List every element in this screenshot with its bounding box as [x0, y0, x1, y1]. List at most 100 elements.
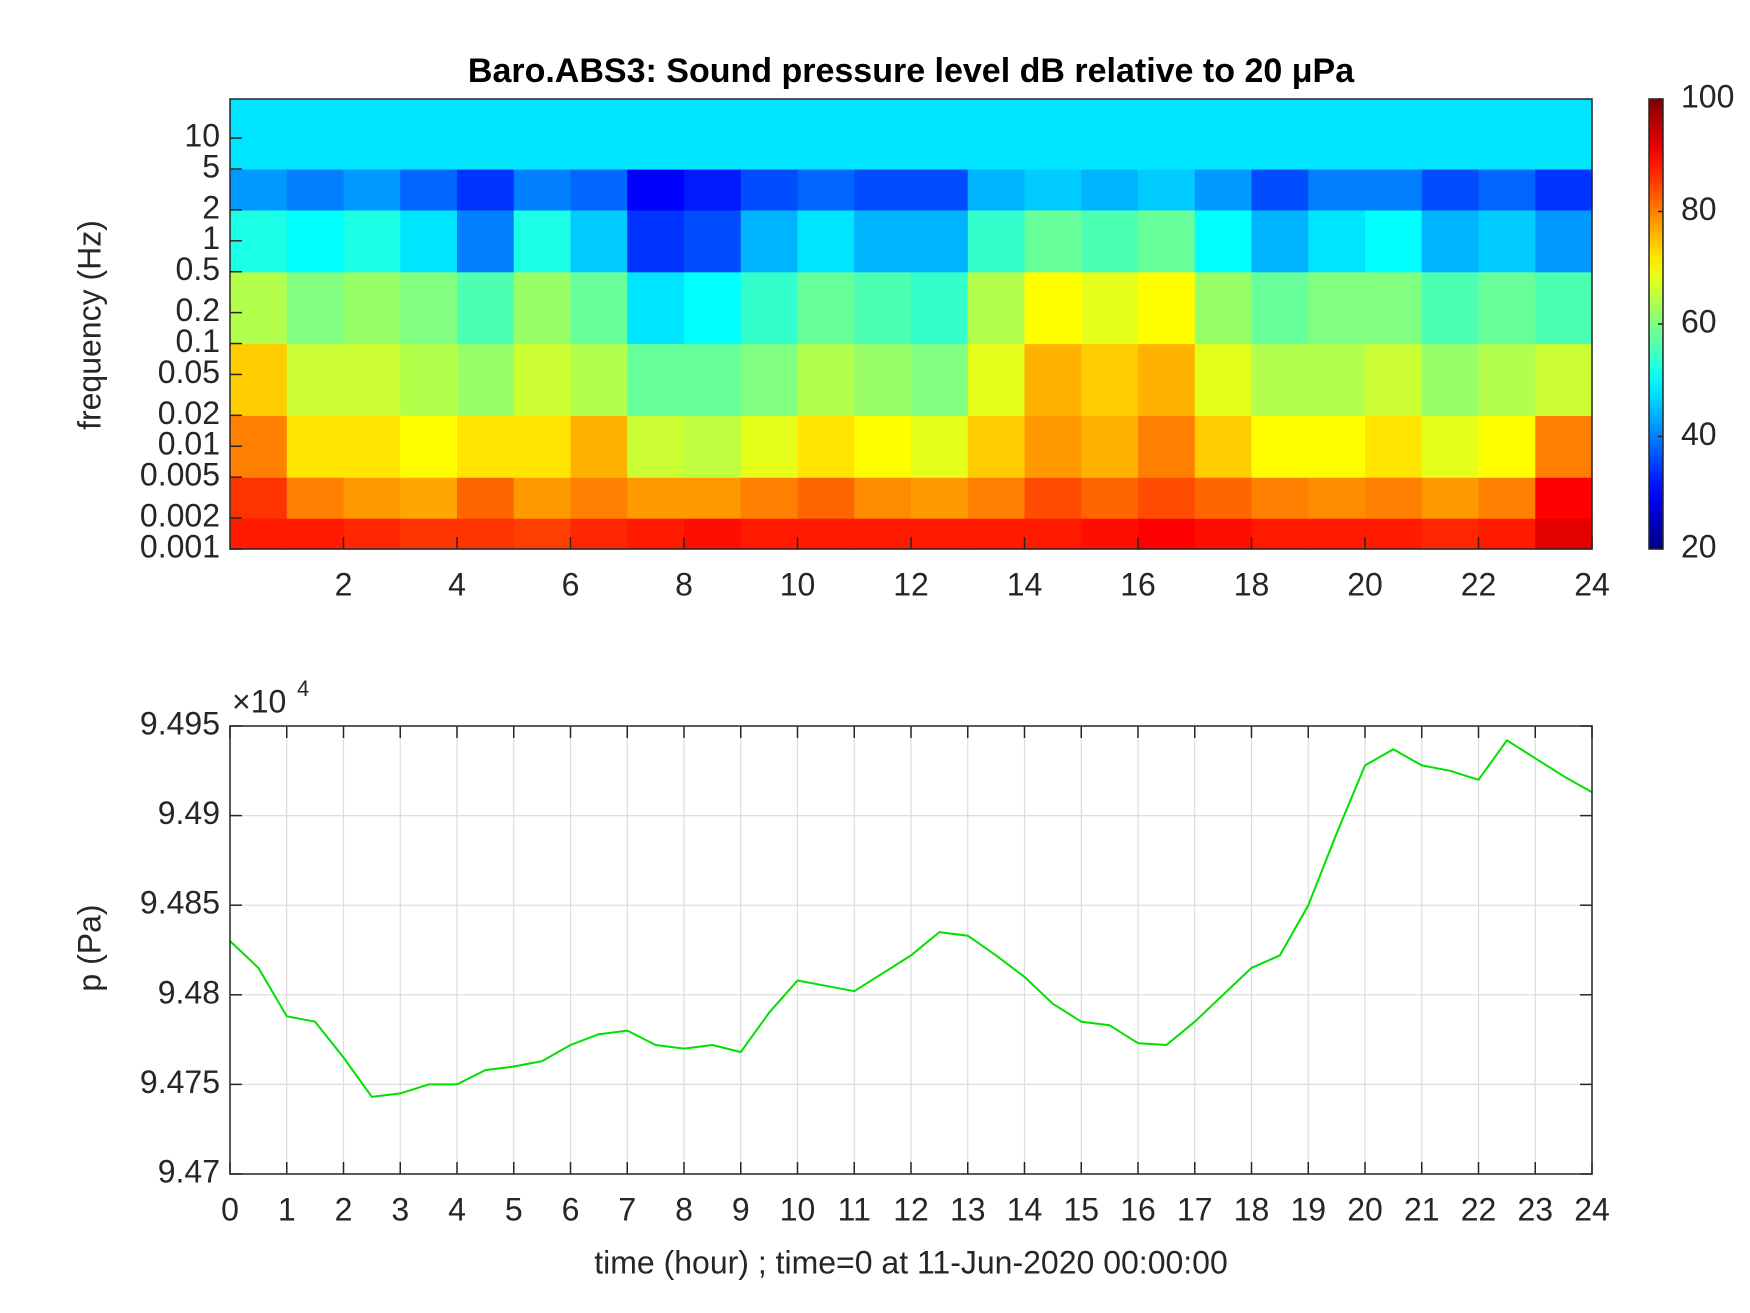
- heatmap-cell: [1081, 518, 1139, 550]
- x-tick-label: 19: [1290, 1191, 1326, 1227]
- heatmap-cell: [1421, 343, 1480, 416]
- heatmap-cell: [400, 168, 458, 211]
- heatmap-cell: [1535, 477, 1593, 519]
- heatmap-cell: [1308, 415, 1366, 478]
- heatmap-cell: [1194, 343, 1253, 416]
- heatmap-cell: [513, 99, 572, 170]
- heatmap-cell: [230, 168, 288, 211]
- heatmap-cell: [684, 518, 742, 550]
- x-tick-label: 6: [562, 1191, 580, 1227]
- y-tick-label: 9.495: [140, 705, 220, 741]
- heatmap-cell: [1138, 518, 1196, 550]
- heatmap-cell: [343, 99, 401, 170]
- heatmap-cell: [1081, 415, 1139, 478]
- heatmap-cell: [343, 415, 401, 478]
- y-tick-label: 2: [202, 189, 220, 225]
- heatmap-cell: [1535, 415, 1593, 478]
- y-tick-label: 0.002: [140, 498, 220, 534]
- heatmap-cell: [1251, 168, 1309, 211]
- heatmap-cell: [797, 271, 855, 345]
- heatmap-cell: [797, 99, 855, 170]
- heatmap-cell: [230, 343, 288, 416]
- x-tick-label: 20: [1347, 1191, 1383, 1227]
- heatmap-cell: [797, 415, 855, 478]
- heatmap-cell: [967, 99, 1026, 170]
- heatmap-cell: [684, 415, 742, 478]
- heatmap-cell: [1194, 518, 1253, 550]
- heatmap-cell: [1535, 209, 1593, 273]
- y-tick-label: 0.05: [158, 354, 220, 390]
- heatmap-cell: [230, 99, 288, 170]
- heatmap-cell: [400, 477, 458, 519]
- x-tick-label: 13: [950, 1191, 986, 1227]
- heatmap-cell: [967, 271, 1026, 345]
- heatmap-cell: [911, 415, 969, 478]
- heatmap-cell: [230, 518, 288, 550]
- x-tick-label: 7: [618, 1191, 636, 1227]
- heatmap-cell: [967, 168, 1026, 211]
- heatmap-cell: [967, 518, 1026, 550]
- heatmap-cell: [343, 477, 401, 519]
- heatmap-cell: [627, 209, 685, 273]
- heatmap-cell: [1421, 209, 1480, 273]
- x-tick-label: 3: [391, 1191, 409, 1227]
- heatmap-cell: [1535, 343, 1593, 416]
- heatmap-cell: [513, 518, 572, 550]
- heatmap-cell: [684, 99, 742, 170]
- y-tick-label: 0.1: [176, 323, 220, 359]
- heatmap-cell: [1251, 271, 1309, 345]
- heatmap-cell: [1421, 271, 1480, 345]
- x-tick-label: 15: [1063, 1191, 1099, 1227]
- heatmap-cell: [1421, 518, 1480, 550]
- heatmap-cell: [286, 271, 345, 345]
- heatmap-cell: [627, 518, 685, 550]
- heatmap-cell: [1308, 518, 1366, 550]
- heatmap-cell: [1138, 168, 1196, 211]
- heatmap-cell: [684, 343, 742, 416]
- heatmap-cell: [911, 168, 969, 211]
- heatmap-cell: [627, 415, 685, 478]
- heatmap-cell: [343, 209, 401, 273]
- heatmap-cell: [967, 477, 1026, 519]
- heatmap-cell: [1421, 415, 1480, 478]
- heatmap-cell: [230, 477, 288, 519]
- heatmap-cell: [1251, 343, 1309, 416]
- y-tick-label: 9.485: [140, 885, 220, 921]
- heatmap-cell: [1024, 271, 1082, 345]
- heatmap-cell: [911, 99, 969, 170]
- x-tick-label: 22: [1461, 566, 1497, 602]
- x-tick-label: 5: [505, 1191, 523, 1227]
- heatmap-cell: [1024, 168, 1082, 211]
- heatmap-cell: [1138, 99, 1196, 170]
- heatmap-cell: [854, 477, 912, 519]
- heatmap-cell: [911, 518, 969, 550]
- x-tick-label: 16: [1120, 566, 1156, 602]
- x-tick-label: 4: [448, 566, 466, 602]
- heatmap-cell: [513, 415, 572, 478]
- y-axis-label: frequency (Hz): [71, 220, 107, 430]
- heatmap-cell: [684, 168, 742, 211]
- y-tick-label: 0.01: [158, 426, 220, 462]
- x-tick-label: 12: [893, 566, 929, 602]
- heatmap-cell: [400, 209, 458, 273]
- heatmap-cell: [740, 415, 799, 478]
- heatmap-cell: [627, 477, 685, 519]
- heatmap-cell: [513, 477, 572, 519]
- heatmap-cell: [1024, 209, 1082, 273]
- heatmap-cell: [457, 209, 515, 273]
- heatmap-cell: [1024, 415, 1082, 478]
- y-tick-label: 1: [202, 220, 220, 256]
- y-tick-label: 0.2: [176, 292, 220, 328]
- y-tick-label: 9.48: [158, 974, 220, 1010]
- x-tick-label: 24: [1574, 1191, 1610, 1227]
- heatmap-cell: [457, 168, 515, 211]
- colorbar-tick-label: 80: [1681, 191, 1717, 227]
- heatmap-cell: [1138, 477, 1196, 519]
- heatmap-cell: [740, 343, 799, 416]
- heatmap-cell: [854, 209, 912, 273]
- x-tick-label: 10: [780, 1191, 816, 1227]
- heatmap-cell: [911, 271, 969, 345]
- x-tick-label: 23: [1517, 1191, 1553, 1227]
- y-tick-label: 0.02: [158, 395, 220, 431]
- heatmap-cell: [1138, 415, 1196, 478]
